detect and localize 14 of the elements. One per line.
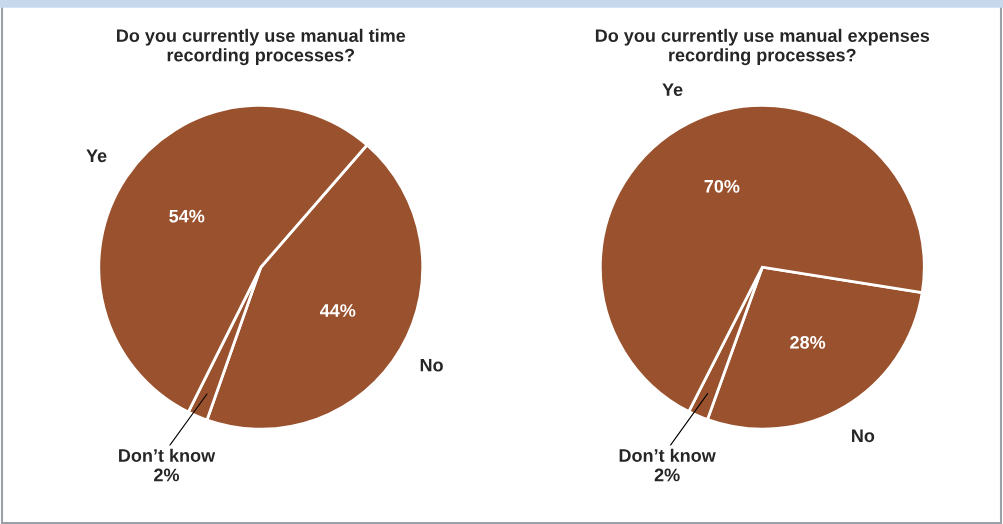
data-label: 2% <box>154 468 180 482</box>
data-label: 2% <box>654 468 680 482</box>
chart-title: Do you currently use manual expenses recording processes? <box>595 28 930 66</box>
data-label: 54% <box>169 209 205 223</box>
slice-label: Don’t know <box>119 448 216 462</box>
data-label: 70% <box>704 179 740 193</box>
data-label: 44% <box>319 304 356 317</box>
data-label: 28% <box>790 335 826 349</box>
slice-label: No <box>852 429 875 443</box>
slice-label: Ye <box>662 83 683 97</box>
slice-label: Ye <box>86 149 107 163</box>
chart-title: Do you currently use manual time recording processes? <box>117 28 406 66</box>
slice-label: Don’t know <box>619 448 716 462</box>
slice-label: No <box>420 358 443 372</box>
